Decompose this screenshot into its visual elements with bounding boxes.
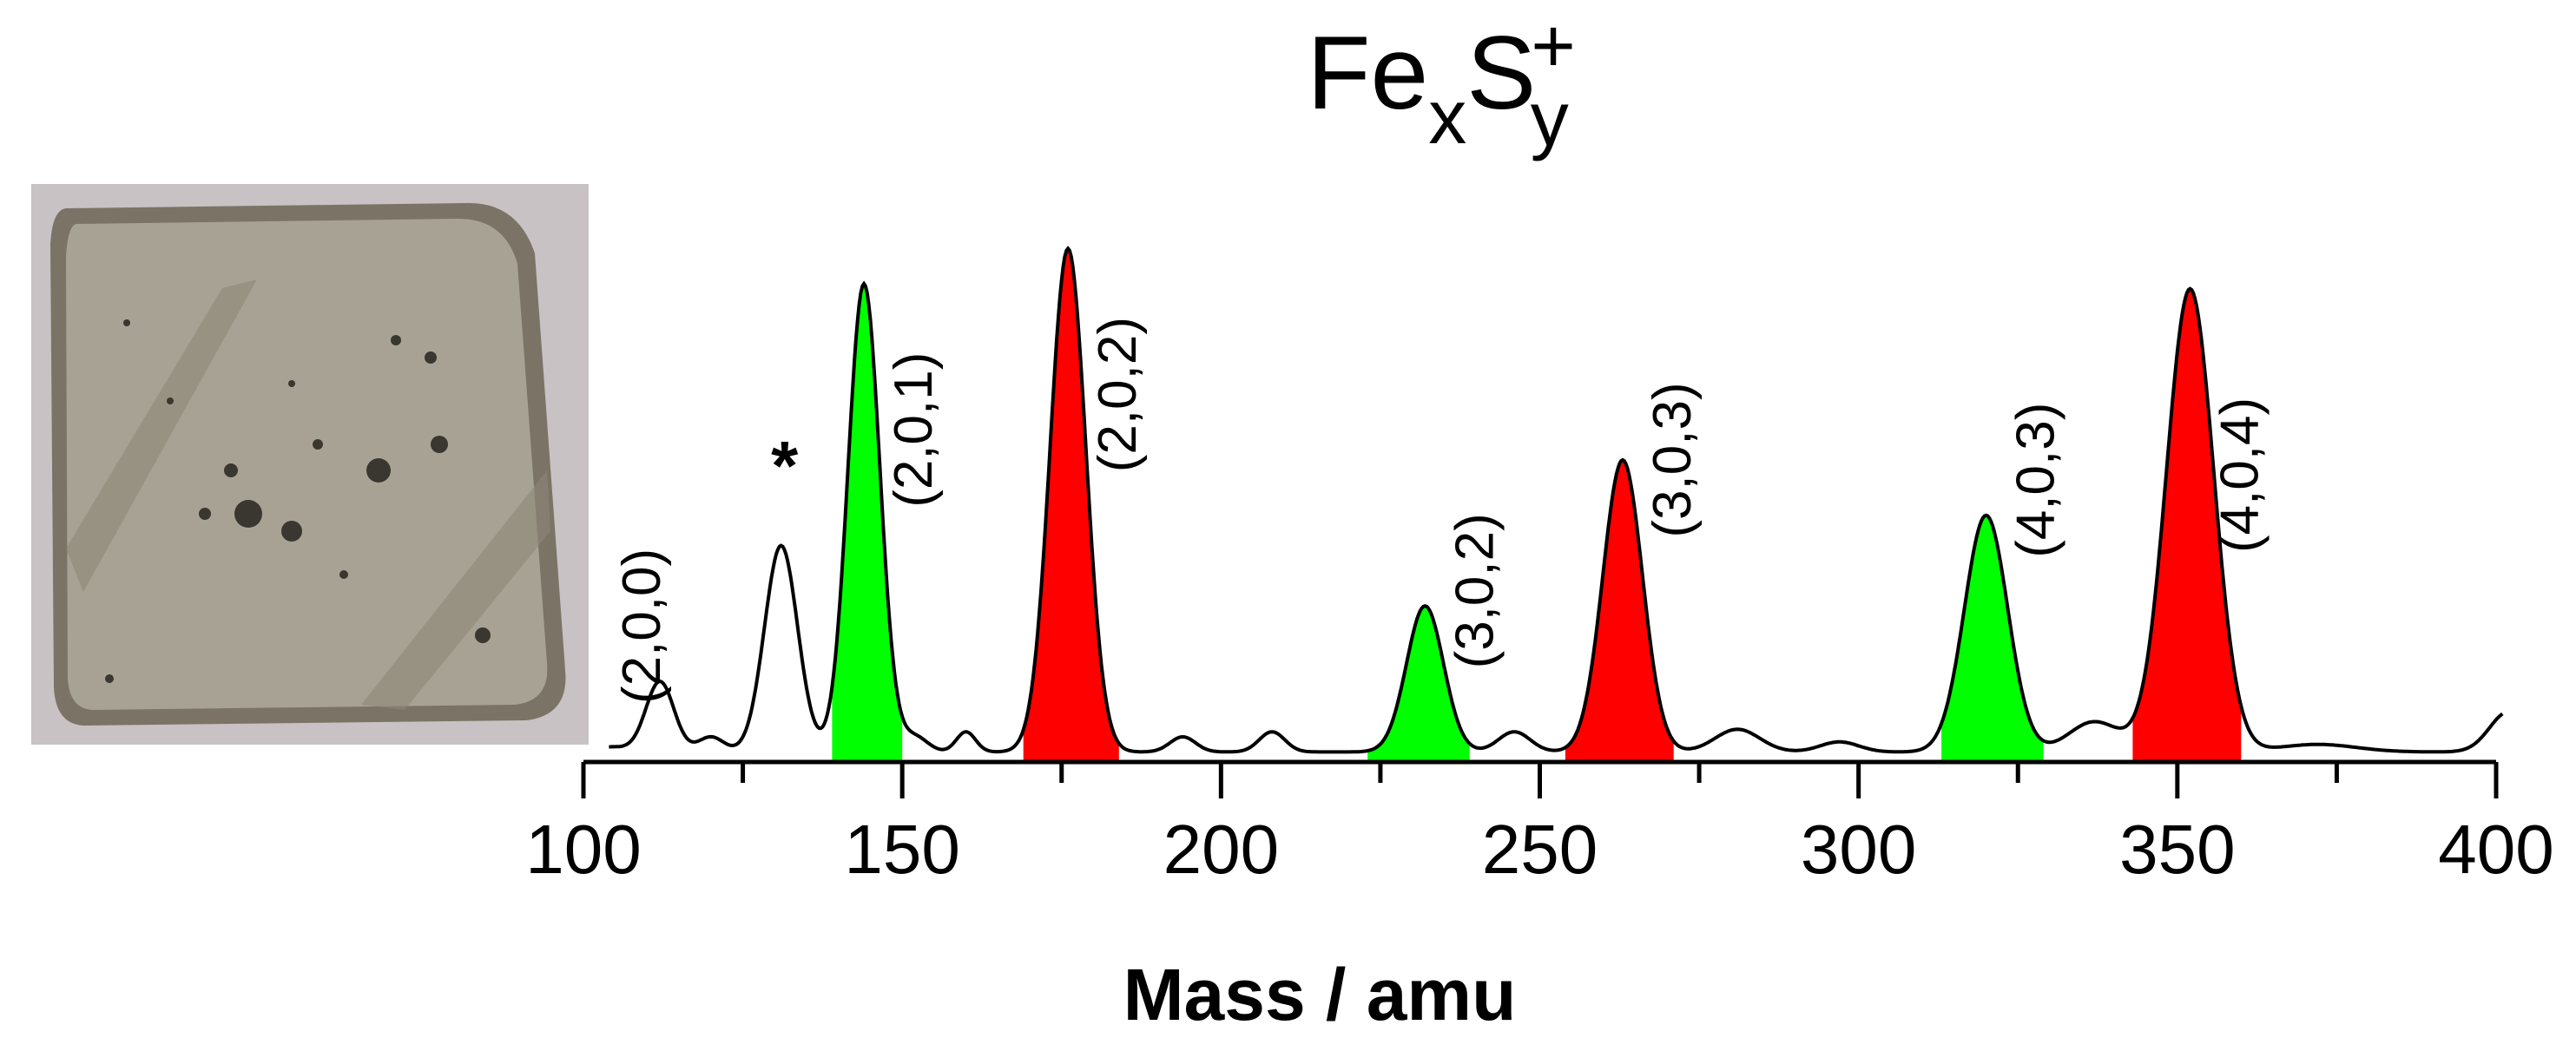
peak-fill-3 [1023,248,1119,762]
peak-label: (2,0,0) [612,549,672,704]
sample-surface [66,219,548,710]
x-tick-label: 250 [1482,811,1598,888]
peak-fill-2 [832,284,903,762]
sample-inclusions [105,319,491,683]
title-sup-plus: + [1531,3,1575,89]
peak-fill-7 [2132,288,2242,762]
peak-fill-5 [1565,460,1674,762]
peak-label: (3,0,2) [1445,513,1505,668]
title-sub-y: y [1531,76,1569,161]
x-tick-label: 150 [844,811,959,888]
peak-fill-6 [1941,515,2044,762]
peak-label: (4,0,3) [2006,403,2066,558]
x-tick-label: 350 [2119,811,2235,888]
title-fe: Fe [1307,15,1428,131]
peak-label: (3,0,3) [1643,382,1703,537]
sample-reflection [66,279,257,592]
x-tick-label: 400 [2438,811,2553,888]
x-tick-label: 300 [1801,811,1916,888]
title-sub-x: x [1428,74,1466,160]
peak-labels: (2,0,0) * (2,0,1) (2,0,2) (3,0,2) (3,0,3) (4,0… [612,317,2270,704]
spectrum-trace [609,246,2504,754]
peak-label: (2,0,1) [884,352,944,508]
pyrite-sample-photo [31,184,589,745]
x-tick-label: 200 [1163,811,1279,888]
title-s: S [1466,15,1536,131]
x-axis-title: Mass / amu [1123,954,1517,1035]
x-axis: 100 150 200 250 300 350 400 [525,759,2554,888]
peak-fills [832,248,2242,762]
peak-label: (2,0,2) [1088,317,1148,472]
chart-title: FexS+ y [1307,3,1575,161]
peak-label: (4,0,4) [2210,397,2270,553]
peak-label-asterisk: * [771,427,799,504]
x-tick-label: 100 [525,811,641,888]
sample-reflection-lower [361,470,550,710]
